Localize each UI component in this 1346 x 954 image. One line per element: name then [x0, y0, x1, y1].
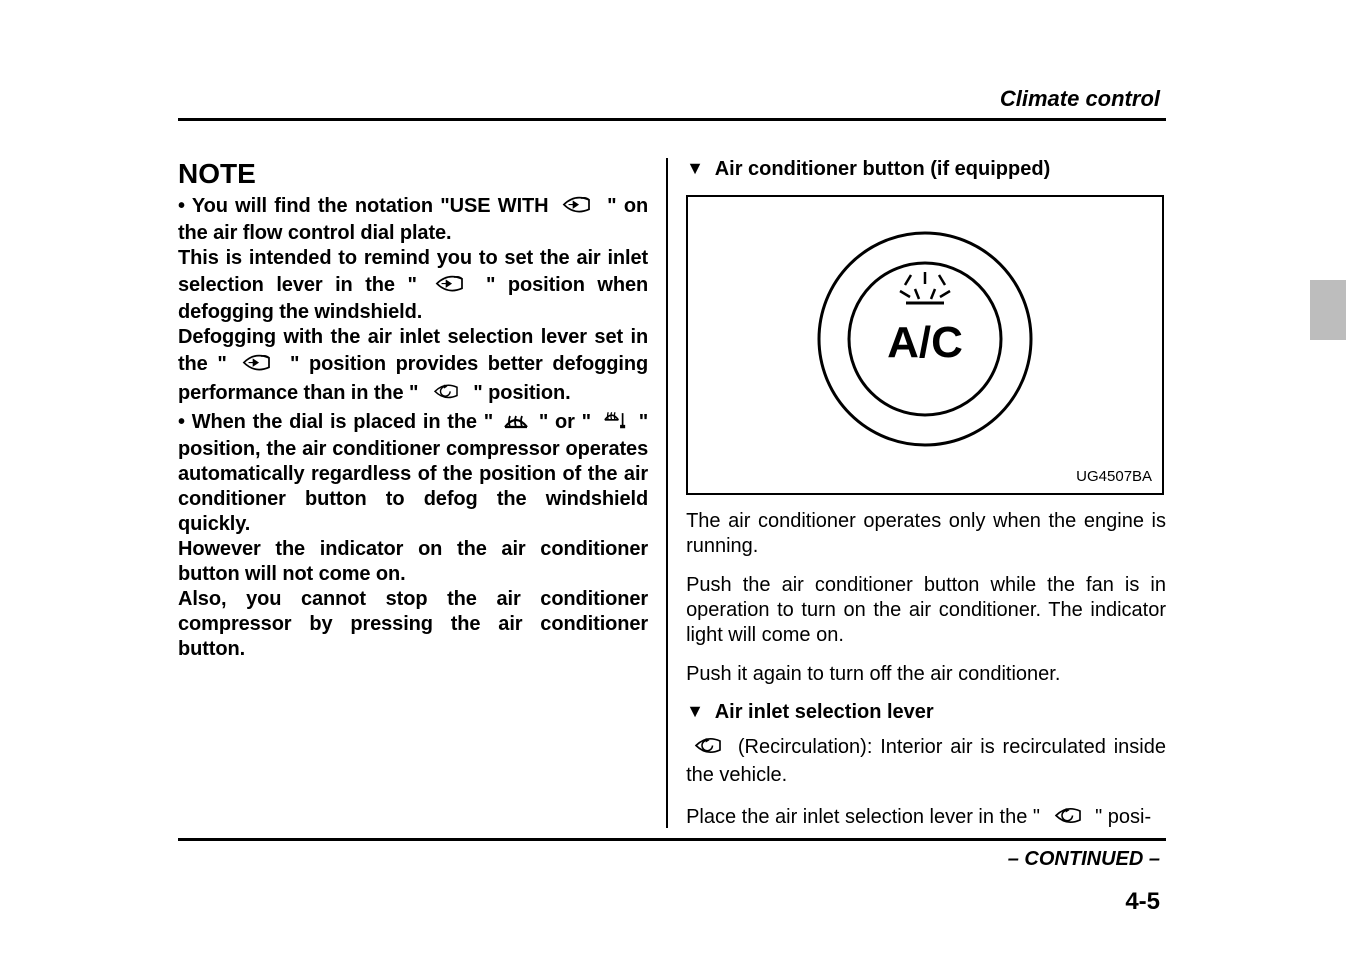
down-triangle-icon: ▼	[686, 158, 704, 179]
windshield-foot-defrost-icon	[600, 408, 630, 437]
ac-p3: Push it again to turn off the air condit…	[686, 662, 1166, 687]
recirculation-icon	[1048, 802, 1088, 833]
ac-p1: The air conditioner operates only when t…	[686, 509, 1166, 559]
place-pre: Place the air inlet selection lever in t…	[686, 806, 1046, 828]
note-bullet1-pre: • You will find the notation "USE WITH	[178, 195, 556, 217]
left-column: NOTE • You will find the notation "USE W…	[178, 158, 666, 833]
content-columns: NOTE • You will find the notation "USE W…	[178, 158, 1166, 833]
ac-p2: Push the air conditioner button while th…	[686, 573, 1166, 648]
note-p2-post: " position.	[473, 382, 570, 404]
air-inlet-heading: ▼ Air inlet selection lever	[686, 701, 1166, 724]
section-header: Climate control	[1000, 86, 1160, 112]
recirculation-icon	[426, 379, 466, 408]
footer-rule	[178, 838, 1166, 841]
fresh-air-icon	[238, 350, 278, 379]
section-tab	[1310, 280, 1346, 340]
ac-body-text: The air conditioner operates only when t…	[686, 509, 1166, 687]
inlet-body-text: (Recirculation): Interior air is recircu…	[686, 732, 1166, 833]
ac-label: A/C	[887, 318, 963, 367]
note-heading: NOTE	[178, 158, 648, 190]
right-column: ▼ Air conditioner button (if equipped)	[668, 158, 1166, 833]
header-rule	[178, 118, 1166, 121]
fresh-air-icon	[558, 192, 598, 221]
down-triangle-icon: ▼	[686, 701, 704, 722]
ac-heading-text: Air conditioner button (if equipped)	[715, 158, 1051, 180]
fresh-air-icon	[431, 271, 471, 300]
ac-diagram: A/C UG4507BA	[686, 195, 1164, 495]
inlet-heading-text: Air inlet selection lever	[715, 701, 934, 723]
page-number: 4-5	[1125, 888, 1160, 916]
note-bullet2-mid: " or "	[539, 411, 598, 433]
note-bullet2-pre: • When the dial is placed in the "	[178, 411, 500, 433]
note-p4: Also, you cannot stop the air conditione…	[178, 587, 648, 662]
page: Climate control NOTE • You will find the…	[0, 0, 1346, 954]
ac-button-heading: ▼ Air conditioner button (if equipped)	[686, 158, 1166, 181]
ac-button-illustration-icon: A/C	[802, 225, 1048, 453]
note-p3: However the indicator on the air conditi…	[178, 537, 648, 587]
recirc-desc: (Recirculation): Interior air is recircu…	[686, 736, 1166, 786]
diagram-code: UG4507BA	[1076, 468, 1152, 485]
windshield-defrost-icon	[502, 409, 530, 436]
continued-label: – CONTINUED –	[1008, 848, 1160, 871]
recirculation-icon	[688, 732, 728, 763]
note-body: • You will find the notation "USE WITH "…	[178, 192, 648, 662]
place-post: " posi-	[1095, 806, 1151, 828]
